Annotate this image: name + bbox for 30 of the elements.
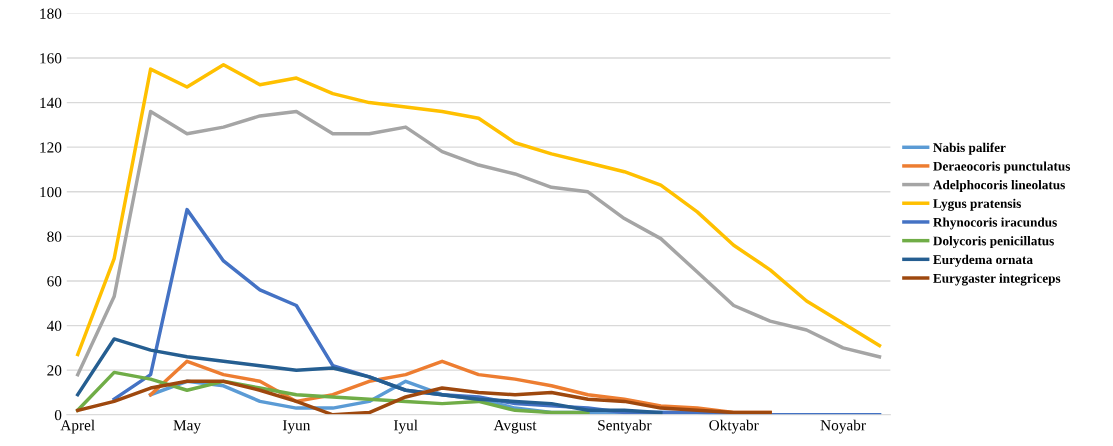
y-tick-label: 80 bbox=[47, 231, 62, 242]
x-tick-label: Aprel bbox=[60, 419, 95, 434]
x-tick-label: Oktyabr bbox=[709, 419, 759, 434]
y-tick-label: 100 bbox=[40, 186, 62, 198]
legend-label: Nabis palifer bbox=[933, 142, 1006, 155]
x-tick-label: Sentyabr bbox=[598, 419, 652, 434]
x-tick-label: Iyul bbox=[393, 419, 418, 434]
y-tick-label: 160 bbox=[40, 53, 62, 64]
x-tick-label: Iyun bbox=[282, 420, 311, 434]
line-series bbox=[75, 337, 663, 415]
x-tick-label: May bbox=[173, 420, 201, 434]
y-tick-label: 140 bbox=[40, 97, 62, 109]
legend-label: Eurygaster integriceps bbox=[933, 273, 1061, 286]
legend-label: Adelphocoris lineolatus bbox=[933, 180, 1065, 193]
y-tick-label: 20 bbox=[47, 365, 62, 376]
y-tick-label: 120 bbox=[40, 142, 62, 153]
legend-label: Eurydema ornata bbox=[933, 254, 1033, 267]
legend-label: Dolycoris penicillatus bbox=[933, 236, 1054, 249]
legend-label: Lygus pratensis bbox=[933, 198, 1021, 211]
line-series bbox=[75, 62, 882, 357]
x-tick-label: Noyabr bbox=[820, 419, 866, 434]
x-tick-label: Avgust bbox=[493, 420, 537, 434]
y-tick-label: 0 bbox=[54, 409, 62, 421]
legend-label: Rhynocoris iracundus bbox=[933, 217, 1057, 230]
y-tick-label: 180 bbox=[40, 8, 62, 19]
y-tick-label: 40 bbox=[46, 320, 62, 332]
line-series bbox=[75, 379, 772, 415]
line-series bbox=[75, 109, 882, 377]
y-tick-label: 60 bbox=[47, 276, 62, 287]
legend-label: Deraeocoris punctulatus bbox=[933, 161, 1071, 174]
